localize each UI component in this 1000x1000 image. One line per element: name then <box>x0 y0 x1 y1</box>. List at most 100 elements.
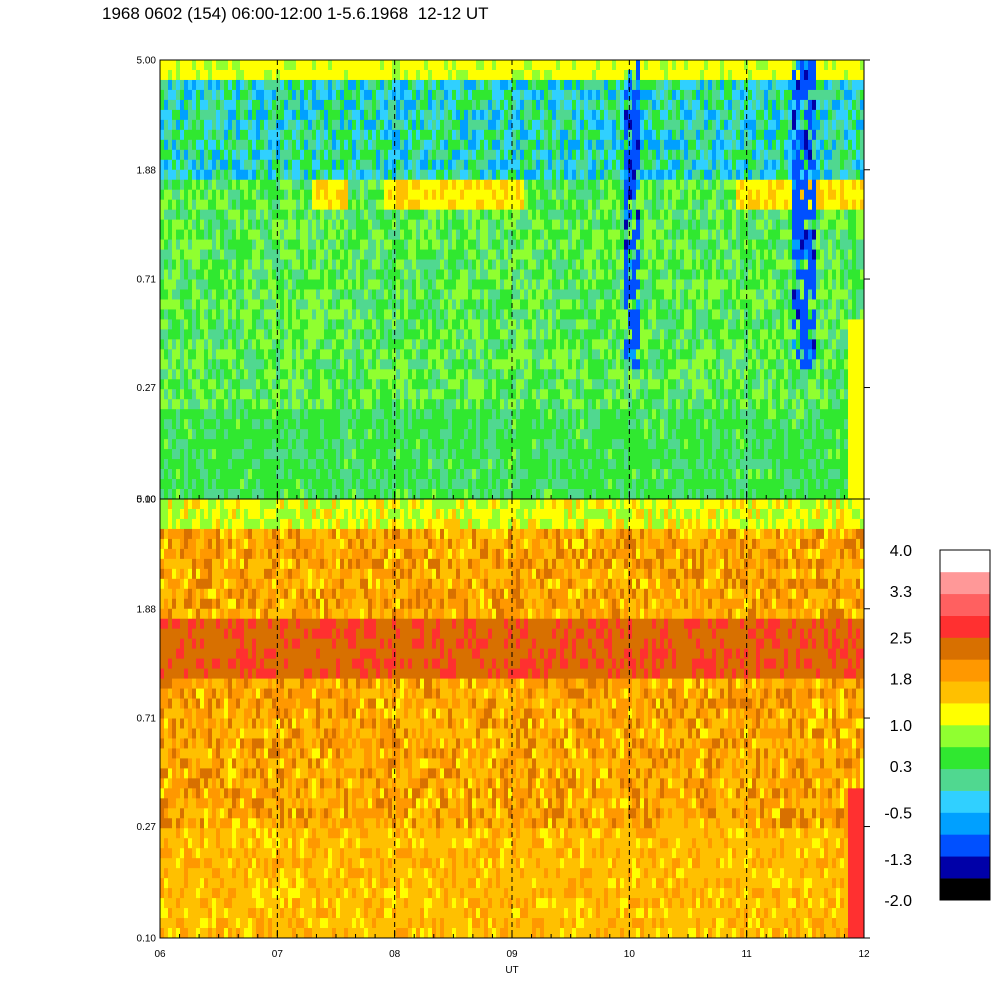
heatmap-cell <box>328 179 333 191</box>
heatmap-cell <box>184 349 189 360</box>
heatmap-cell <box>432 479 437 490</box>
heatmap-cell <box>188 339 193 350</box>
heatmap-cell <box>248 359 253 370</box>
heatmap-cell <box>448 179 453 191</box>
heatmap-cell <box>444 129 449 141</box>
heatmap-cell <box>600 309 605 320</box>
heatmap-cell <box>476 349 481 360</box>
heatmap-cell <box>288 69 293 81</box>
heatmap-cell <box>412 269 417 280</box>
heatmap-cell <box>176 389 181 400</box>
heatmap-cell <box>576 149 581 161</box>
heatmap-cell <box>192 489 197 500</box>
heatmap-cell <box>488 149 493 161</box>
heatmap-cell <box>184 189 189 201</box>
heatmap-cell <box>496 60 501 71</box>
heatmap-cell <box>412 209 417 221</box>
heatmap-cell <box>524 269 529 280</box>
heatmap-cell <box>492 329 497 340</box>
heatmap-cell <box>368 309 373 320</box>
heatmap-cell <box>548 349 553 360</box>
heatmap-cell <box>332 389 337 400</box>
heatmap-cell <box>244 449 249 460</box>
heatmap-cell <box>352 369 357 380</box>
heatmap-cell <box>196 60 201 71</box>
heatmap-cell <box>224 129 229 141</box>
heatmap-cell <box>444 299 449 310</box>
heatmap-cell <box>572 409 577 420</box>
heatmap-cell <box>280 339 285 350</box>
heatmap-cell <box>608 269 613 280</box>
heatmap-cell <box>584 309 589 320</box>
heatmap-cell <box>464 369 469 380</box>
heatmap-cell <box>548 159 553 171</box>
heatmap-cell <box>384 319 389 330</box>
heatmap-cell <box>252 139 257 151</box>
heatmap-cell <box>236 259 241 270</box>
heatmap-cell <box>296 189 301 201</box>
heatmap-cell <box>396 219 401 231</box>
heatmap-cell <box>288 429 293 440</box>
heatmap-cell <box>400 60 405 71</box>
heatmap-cell <box>596 289 601 300</box>
heatmap-cell <box>240 469 245 480</box>
heatmap-cell <box>352 469 357 480</box>
heatmap-cell <box>220 369 225 380</box>
heatmap-cell <box>164 409 169 420</box>
heatmap-cell <box>492 359 497 370</box>
heatmap-cell <box>592 489 597 500</box>
heatmap-cell <box>484 119 489 131</box>
heatmap-cell <box>588 309 593 320</box>
heatmap-cell <box>580 329 585 340</box>
heatmap-cell <box>608 469 613 480</box>
heatmap-cell <box>216 409 221 420</box>
heatmap-cell <box>552 89 557 101</box>
heatmap-cell <box>384 209 389 221</box>
heatmap-cell <box>188 249 193 260</box>
heatmap-cell <box>376 439 381 450</box>
heatmap-cell <box>604 269 609 280</box>
heatmap-cell <box>516 469 521 480</box>
heatmap-cell <box>424 399 429 410</box>
heatmap-cell <box>220 279 225 290</box>
heatmap-cell <box>544 389 549 400</box>
heatmap-cell <box>500 289 505 300</box>
heatmap-cell <box>596 459 601 470</box>
heatmap-cell <box>224 69 229 81</box>
heatmap-cell <box>424 69 429 81</box>
heatmap-cell <box>160 159 165 171</box>
heatmap-cell <box>480 289 485 300</box>
heatmap-cell <box>452 369 457 380</box>
heatmap-cell <box>316 269 321 280</box>
heatmap-cell <box>212 309 217 320</box>
heatmap-cell <box>448 459 453 470</box>
heatmap-cell <box>240 429 245 440</box>
heatmap-cell <box>500 139 505 151</box>
heatmap-cell <box>264 449 269 460</box>
heatmap-cell <box>220 239 225 250</box>
heatmap-cell <box>432 239 437 250</box>
heatmap-cell <box>484 169 489 181</box>
heatmap-cell <box>544 239 549 250</box>
heatmap-cell <box>444 99 449 111</box>
heatmap-cell <box>432 329 437 340</box>
heatmap-cell <box>324 219 329 231</box>
heatmap-cell <box>492 199 497 211</box>
heatmap-cell <box>344 149 349 161</box>
heatmap-cell <box>404 199 409 211</box>
heatmap-cell <box>396 179 401 191</box>
heatmap-cell <box>372 199 377 211</box>
heatmap-cell <box>472 489 477 500</box>
heatmap-cell <box>188 189 193 201</box>
heatmap-cell <box>500 239 505 250</box>
heatmap-cell <box>168 259 173 270</box>
heatmap-cell <box>504 379 509 390</box>
heatmap-cell <box>304 309 309 320</box>
heatmap-cell <box>496 329 501 340</box>
heatmap-cell <box>228 189 233 201</box>
heatmap-cell <box>324 459 329 470</box>
heatmap-cell <box>568 399 573 410</box>
heatmap-cell <box>168 319 173 330</box>
heatmap-cell <box>212 60 217 71</box>
heatmap-cell <box>308 309 313 320</box>
